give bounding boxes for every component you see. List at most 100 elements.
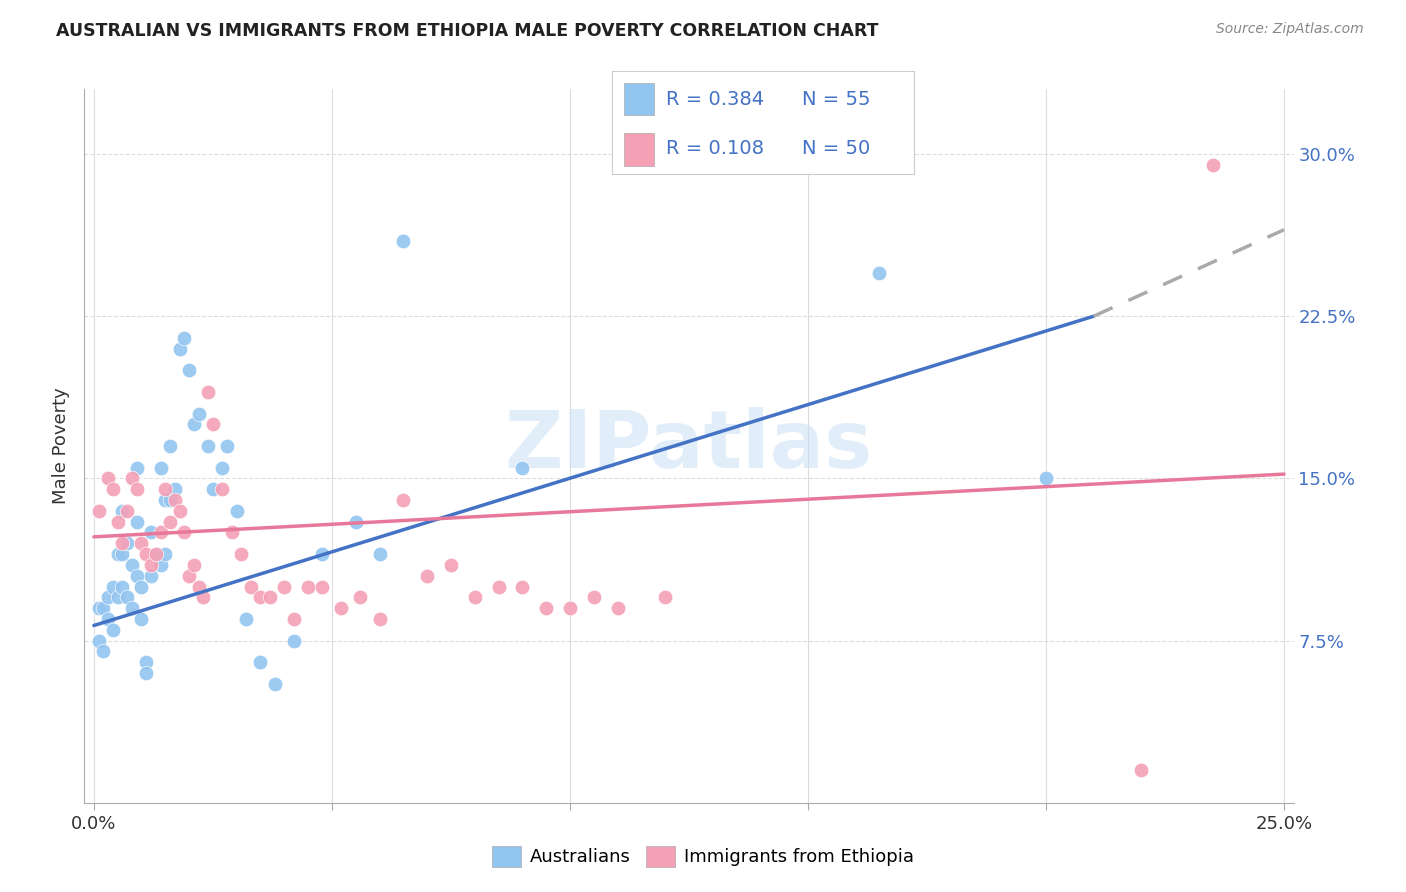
- Point: [283, 612, 305, 626]
- Text: R = 0.384: R = 0.384: [666, 89, 763, 109]
- Point: [87, 504, 110, 518]
- Point: [87, 601, 110, 615]
- Point: [135, 655, 157, 669]
- Point: [131, 580, 153, 594]
- Point: [1201, 158, 1223, 172]
- Point: [101, 623, 124, 637]
- Point: [273, 580, 295, 594]
- Point: [149, 460, 172, 475]
- Point: [131, 612, 153, 626]
- Point: [368, 547, 391, 561]
- Text: ZIPatlas: ZIPatlas: [505, 407, 873, 485]
- Point: [163, 482, 186, 496]
- Point: [93, 644, 115, 658]
- Point: [201, 482, 224, 496]
- Point: [297, 580, 319, 594]
- FancyBboxPatch shape: [624, 83, 654, 115]
- Point: [416, 568, 439, 582]
- Point: [311, 547, 333, 561]
- Point: [868, 266, 890, 280]
- Point: [155, 547, 177, 561]
- Point: [139, 558, 162, 572]
- Point: [249, 655, 271, 669]
- Point: [93, 601, 115, 615]
- Point: [155, 493, 177, 508]
- Point: [464, 591, 486, 605]
- Text: N = 55: N = 55: [801, 89, 870, 109]
- Point: [111, 580, 134, 594]
- Point: [510, 460, 533, 475]
- Point: [155, 482, 177, 496]
- Point: [197, 439, 219, 453]
- FancyBboxPatch shape: [624, 133, 654, 166]
- Point: [392, 493, 415, 508]
- Point: [101, 580, 124, 594]
- Point: [87, 633, 110, 648]
- Legend: Australians, Immigrants from Ethiopia: Australians, Immigrants from Ethiopia: [485, 838, 921, 874]
- Text: N = 50: N = 50: [801, 139, 870, 158]
- Point: [606, 601, 628, 615]
- Point: [121, 601, 143, 615]
- Point: [139, 568, 162, 582]
- Point: [510, 580, 533, 594]
- Point: [440, 558, 463, 572]
- Point: [125, 460, 148, 475]
- Point: [201, 417, 224, 432]
- Point: [344, 515, 367, 529]
- Point: [115, 504, 138, 518]
- Point: [187, 580, 209, 594]
- Point: [125, 482, 148, 496]
- Point: [101, 482, 124, 496]
- Point: [169, 342, 191, 356]
- Point: [259, 591, 281, 605]
- Point: [145, 547, 167, 561]
- Point: [211, 460, 233, 475]
- Point: [211, 482, 233, 496]
- Text: R = 0.108: R = 0.108: [666, 139, 763, 158]
- Point: [349, 591, 371, 605]
- Point: [131, 536, 153, 550]
- Point: [654, 591, 676, 605]
- Point: [121, 558, 143, 572]
- Point: [163, 493, 186, 508]
- Point: [225, 504, 247, 518]
- Point: [283, 633, 305, 648]
- Point: [558, 601, 581, 615]
- Point: [368, 612, 391, 626]
- Point: [263, 677, 285, 691]
- Point: [125, 568, 148, 582]
- Point: [488, 580, 510, 594]
- Text: Source: ZipAtlas.com: Source: ZipAtlas.com: [1216, 22, 1364, 37]
- Point: [173, 331, 195, 345]
- Point: [115, 591, 138, 605]
- Point: [249, 591, 271, 605]
- Point: [177, 363, 200, 377]
- Point: [217, 439, 239, 453]
- Point: [231, 547, 253, 561]
- Point: [111, 504, 134, 518]
- Point: [159, 515, 181, 529]
- Point: [135, 547, 157, 561]
- Point: [97, 471, 120, 485]
- Point: [135, 666, 157, 681]
- Point: [125, 515, 148, 529]
- Point: [173, 525, 195, 540]
- Point: [169, 504, 191, 518]
- Point: [311, 580, 333, 594]
- Point: [121, 471, 143, 485]
- Point: [159, 439, 181, 453]
- Point: [177, 568, 200, 582]
- Point: [107, 591, 129, 605]
- Point: [240, 580, 263, 594]
- Point: [145, 547, 167, 561]
- Point: [159, 493, 181, 508]
- Point: [235, 612, 257, 626]
- Point: [139, 525, 162, 540]
- Point: [115, 536, 138, 550]
- Point: [149, 558, 172, 572]
- Point: [1130, 764, 1153, 778]
- Point: [97, 612, 120, 626]
- Point: [97, 591, 120, 605]
- Point: [1035, 471, 1057, 485]
- Point: [582, 591, 605, 605]
